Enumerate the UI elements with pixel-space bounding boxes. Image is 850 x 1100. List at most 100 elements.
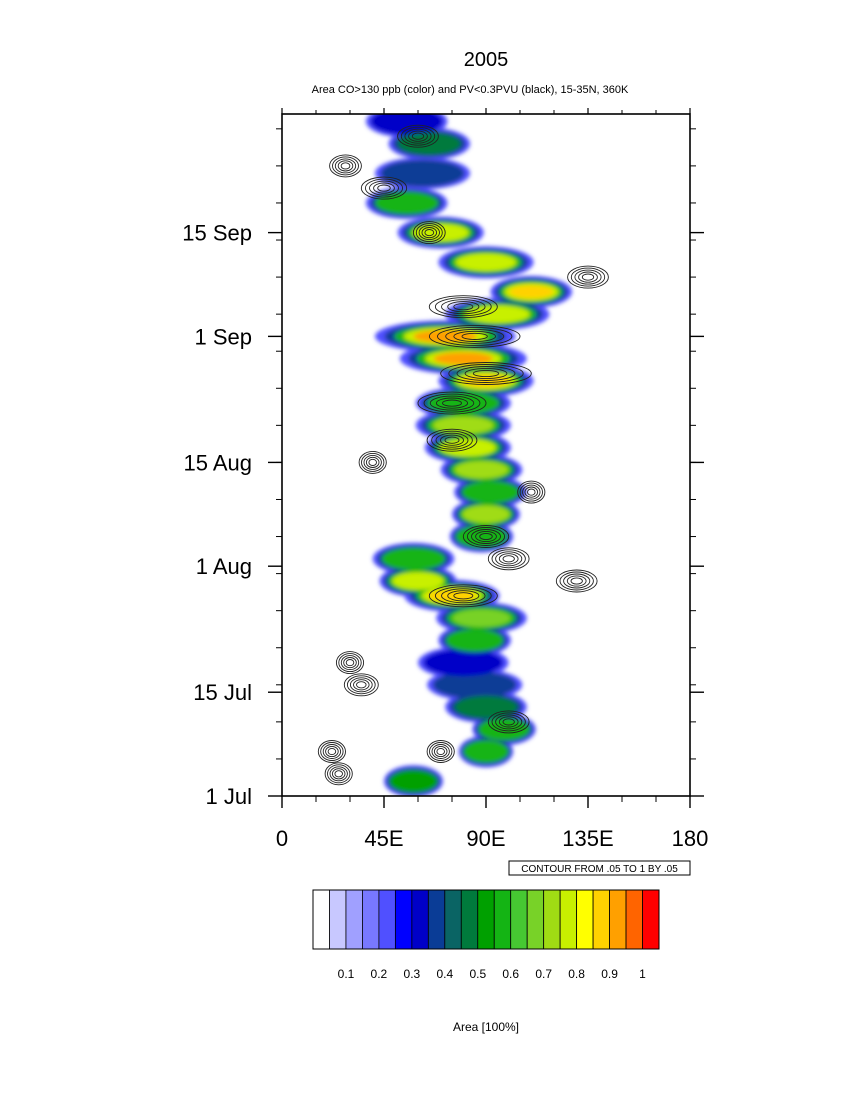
- pv-contour-cluster: [567, 265, 609, 289]
- x-tick-label: 0: [276, 826, 288, 851]
- pv-contour-line: [331, 768, 346, 780]
- colorbar-tick-label: 0.2: [371, 967, 388, 981]
- contour-info-box: CONTOUR FROM .05 TO 1 BY .05: [508, 860, 691, 876]
- pv-contour-line: [461, 332, 488, 340]
- y-tick-label: 1 Sep: [195, 324, 253, 349]
- pv-contour-cluster: [462, 525, 510, 548]
- pv-contour-cluster: [335, 651, 365, 675]
- pv-contour-line: [346, 675, 376, 695]
- pv-contour-line: [472, 369, 500, 378]
- pv-contour-line: [415, 223, 443, 243]
- colorbar-tick-label: 0.3: [404, 967, 421, 981]
- pv-contour-line: [411, 132, 425, 140]
- colorbar-swatch: [477, 889, 495, 950]
- pv-contour-line: [445, 328, 505, 344]
- pv-contour-line: [417, 391, 487, 415]
- pv-contour-line: [441, 588, 486, 604]
- pv-contour-cluster: [412, 221, 446, 245]
- pv-contour-line: [338, 653, 362, 673]
- colorbar-tick-label: 0.6: [502, 967, 519, 981]
- pv-contour-line: [487, 710, 530, 734]
- pv-contour-line: [447, 590, 480, 602]
- pv-contour-line: [373, 182, 395, 194]
- pv-contour-line: [334, 158, 357, 174]
- co-area-cell: [380, 159, 465, 187]
- pv-contour-line: [335, 651, 365, 675]
- pv-contour-line: [434, 297, 492, 317]
- pv-contour-line: [421, 227, 438, 239]
- y-tick-label: 1 Aug: [196, 554, 252, 579]
- pv-contour-line: [435, 397, 469, 409]
- co-area-cell: [462, 505, 510, 524]
- pv-contour-cluster: [397, 124, 439, 148]
- pv-contour-line: [363, 454, 382, 470]
- x-tick-label: 180: [672, 826, 709, 851]
- pv-contour-line: [353, 679, 370, 691]
- x-tick-label: 135E: [562, 826, 613, 851]
- colorbar-frame: [312, 889, 660, 950]
- pv-contour-line: [437, 326, 513, 346]
- co-area-cell: [509, 285, 554, 299]
- colorbar-swatch: [493, 889, 512, 950]
- pv-contour-cluster: [428, 324, 521, 348]
- pv-contour-line: [567, 265, 609, 289]
- pv-contour-cluster: [324, 762, 353, 786]
- pv-contour-cluster: [426, 740, 455, 763]
- pv-contour-line: [442, 399, 462, 407]
- pv-contour-line: [444, 436, 460, 444]
- pv-contour-cluster: [555, 569, 598, 593]
- pv-contour-line: [555, 569, 598, 593]
- co-area-cell: [375, 191, 439, 215]
- pv-contour-cluster: [358, 450, 387, 474]
- pv-contour-line: [527, 488, 536, 496]
- co-area-cell: [389, 770, 438, 793]
- colorbar: 0.1 0.2 0.3 0.4 0.5 0.6 0.7 0.8 0.9 1: [312, 889, 660, 981]
- co-area-cell: [412, 223, 469, 242]
- pv-contour-line: [337, 160, 354, 172]
- chart-subtitle: Area CO>130 ppb (color) and PV<0.3PVU (b…: [312, 84, 629, 96]
- pv-contour-line: [431, 744, 450, 759]
- pv-contour-line: [408, 130, 428, 142]
- pv-contour-line: [369, 180, 399, 196]
- co-area-cell: [432, 671, 517, 699]
- pv-contour-line: [324, 762, 353, 786]
- pv-contour-line: [412, 221, 446, 245]
- pv-contour-line: [447, 301, 480, 313]
- pv-contour-line: [428, 295, 498, 319]
- co-area-cell: [446, 629, 504, 652]
- pv-contour-line: [368, 458, 377, 466]
- pv-contour-line: [559, 571, 594, 591]
- pv-contour-line: [570, 267, 606, 287]
- pv-contour-line: [491, 712, 526, 732]
- pv-contour-line: [429, 395, 475, 411]
- pv-contour-line: [356, 681, 367, 689]
- pv-contour-line: [358, 450, 387, 474]
- co-area-cell: [455, 253, 517, 272]
- colorbar-swatch: [642, 889, 660, 950]
- colorbar-swatch: [576, 889, 594, 950]
- pv-contour-line: [343, 657, 357, 669]
- pv-contour-line: [317, 740, 346, 763]
- co-area-heatmap: [365, 114, 573, 796]
- pv-contour-cluster: [417, 391, 487, 415]
- co-area-cell: [433, 416, 494, 435]
- y-tick-label: 15 Aug: [183, 450, 252, 475]
- pv-contour-cluster: [426, 428, 478, 452]
- pv-contour-line: [426, 428, 478, 452]
- pv-contour-line: [327, 764, 351, 784]
- pv-contour-cluster: [487, 710, 530, 734]
- colorbar-swatch: [378, 889, 396, 950]
- pv-contour-cluster: [440, 362, 532, 385]
- x-axis: 0 45E 90E 135E 180: [276, 108, 708, 851]
- colorbar-swatch: [329, 889, 347, 950]
- colorbar-tick-label: 0.8: [568, 967, 585, 981]
- pv-contour-line: [433, 745, 448, 758]
- pv-contour-line: [320, 742, 344, 761]
- pv-contour-cluster: [487, 547, 530, 571]
- pv-contour-line: [434, 586, 492, 606]
- y-axis: 1 Jul 15 Jul 1 Aug 15 Aug 1 Sep 15 Sep: [182, 128, 704, 809]
- pv-contour-line: [345, 659, 355, 667]
- colorbar-swatch: [510, 889, 528, 950]
- co-area-cell: [463, 740, 509, 763]
